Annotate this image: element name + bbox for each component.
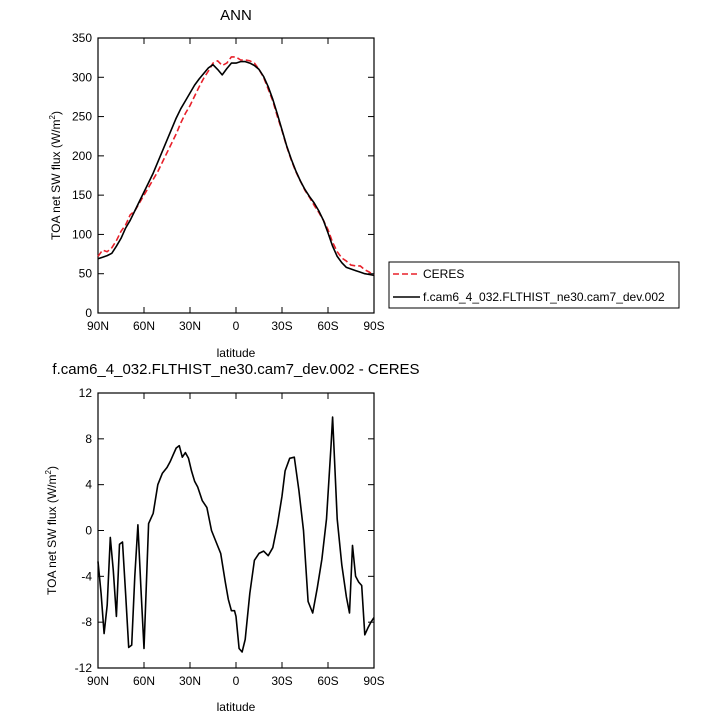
- top-ytick-label: 0: [85, 306, 92, 320]
- bottom-xtick-label: 60N: [133, 674, 155, 688]
- bottom-ytick-label: -12: [75, 661, 93, 675]
- top-x-axis-label: latitude: [217, 346, 256, 360]
- bottom-ytick-label: 0: [85, 524, 92, 538]
- top-xtick-label: 30N: [179, 319, 201, 333]
- bottom-xtick-label: 30N: [179, 674, 201, 688]
- top-ytick-label: 200: [72, 149, 92, 163]
- bottom-xtick-label: 30S: [271, 674, 292, 688]
- top-series-group: [97, 56, 375, 277]
- bottom-series-group: [97, 416, 375, 653]
- top-series-line-ceres: [97, 56, 375, 276]
- top-panel: ANN 0 50 100 150 200 250 300 350 90N 60N 30N 0 30S 6…: [48, 7, 385, 360]
- top-chart-title: ANN: [220, 7, 252, 24]
- top-series-line-model: [97, 60, 375, 277]
- bottom-chart-title: f.cam6_4_032.FLTHIST_ne30.cam7_dev.002 -…: [52, 361, 419, 378]
- bottom-ytick-label: 4: [85, 478, 92, 492]
- bottom-ytick-label: -8: [81, 615, 92, 629]
- top-ytick-label: 250: [72, 110, 92, 124]
- top-ytick-label: 50: [79, 267, 93, 281]
- top-xtick-label: 0: [233, 319, 240, 333]
- bottom-x-axis-label: latitude: [217, 700, 256, 714]
- top-ytick-label: 300: [72, 70, 92, 84]
- bottom-xtick-label: 60S: [317, 674, 338, 688]
- bottom-xtick-label: 90S: [363, 674, 384, 688]
- bottom-ytick-label: 8: [85, 432, 92, 446]
- top-xtick-label: 90S: [363, 319, 384, 333]
- top-y-axis: 0 50 100 150 200 250 300 350: [72, 31, 374, 320]
- bottom-xtick-label: 0: [233, 674, 240, 688]
- top-xtick-label: 30S: [271, 319, 292, 333]
- top-xtick-label: 90N: [87, 319, 109, 333]
- bottom-xtick-label: 90N: [87, 674, 109, 688]
- top-ytick-label: 150: [72, 188, 92, 202]
- bottom-series-line-model: [97, 416, 375, 653]
- top-xtick-label: 60S: [317, 319, 338, 333]
- top-y-axis-label: TOA net SW flux (W/m2): [48, 111, 63, 240]
- top-x-axis: 90N 60N 30N 0 30S 60S 90S: [87, 38, 385, 333]
- legend-box: [388, 261, 680, 309]
- bottom-y-axis: -12 -8 -4 0 4 8 12: [75, 386, 374, 675]
- top-plot-frame: [97, 37, 375, 314]
- legend: CERES f.cam6_4_032.FLTHIST_ne30.cam7_dev…: [388, 261, 680, 309]
- bottom-panel: f.cam6_4_032.FLTHIST_ne30.cam7_dev.002 -…: [44, 361, 420, 714]
- bottom-ytick-label: -4: [81, 569, 92, 583]
- top-xtick-label: 60N: [133, 319, 155, 333]
- top-ytick-label: 100: [72, 227, 92, 241]
- legend-label-ceres: CERES: [423, 267, 464, 281]
- bottom-y-axis-label: TOA net SW flux (W/m2): [44, 466, 59, 595]
- bottom-x-axis: 90N 60N 30N 0 30S 60S 90S: [87, 393, 385, 688]
- legend-label-model: f.cam6_4_032.FLTHIST_ne30.cam7_dev.002: [423, 290, 665, 304]
- top-ytick-label: 350: [72, 31, 92, 45]
- bottom-ytick-label: 12: [79, 386, 93, 400]
